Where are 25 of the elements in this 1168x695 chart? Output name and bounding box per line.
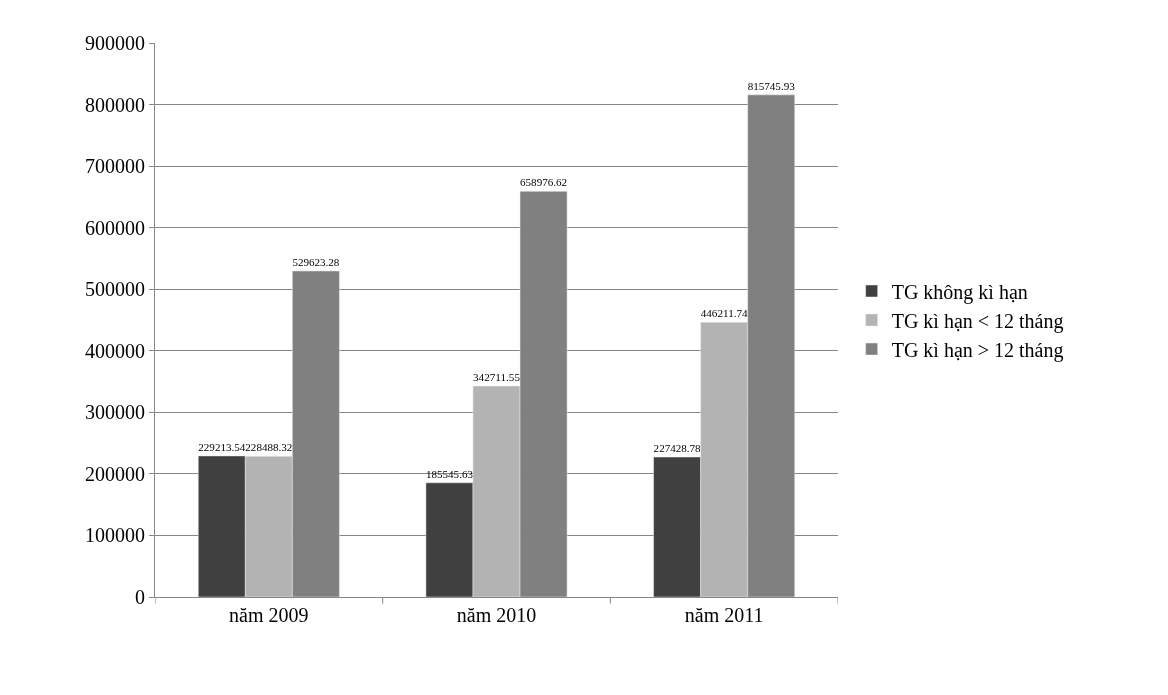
y-tick-label: 100000 xyxy=(85,524,145,547)
legend-label: TG không kì hạn xyxy=(891,280,1028,304)
data-label: 815745.93 xyxy=(747,79,796,92)
data-label: 446211.74 xyxy=(700,307,749,320)
data-label: 228488.32 xyxy=(245,441,293,454)
y-tick-label: 300000 xyxy=(85,401,145,424)
y-tick-label: 700000 xyxy=(85,155,145,178)
legend-label: TG kì hạn < 12 tháng xyxy=(891,309,1064,333)
data-label: 229213.54 xyxy=(198,440,246,453)
x-tick-label: năm 2009 xyxy=(229,604,309,626)
data-label: 227428.78 xyxy=(653,441,702,454)
y-tick-label: 900000 xyxy=(85,32,145,54)
data-label: 185545.63 xyxy=(425,467,474,480)
data-label: 342711.55 xyxy=(473,370,521,383)
data-label: 658976.62 xyxy=(520,176,568,189)
y-tick-label: 600000 xyxy=(85,216,145,239)
y-tick-label: 200000 xyxy=(85,462,145,485)
x-tick-label: năm 2010 xyxy=(456,604,537,626)
y-tick-label: 400000 xyxy=(85,339,145,362)
y-tick-label: 800000 xyxy=(85,93,145,116)
legend-label: TG kì hạn > 12 tháng xyxy=(891,338,1064,362)
y-tick-label: 0 xyxy=(135,586,145,608)
x-tick-label: năm 2011 xyxy=(684,604,764,626)
data-label: 529623.28 xyxy=(292,255,340,268)
y-tick-label: 500000 xyxy=(85,278,145,301)
